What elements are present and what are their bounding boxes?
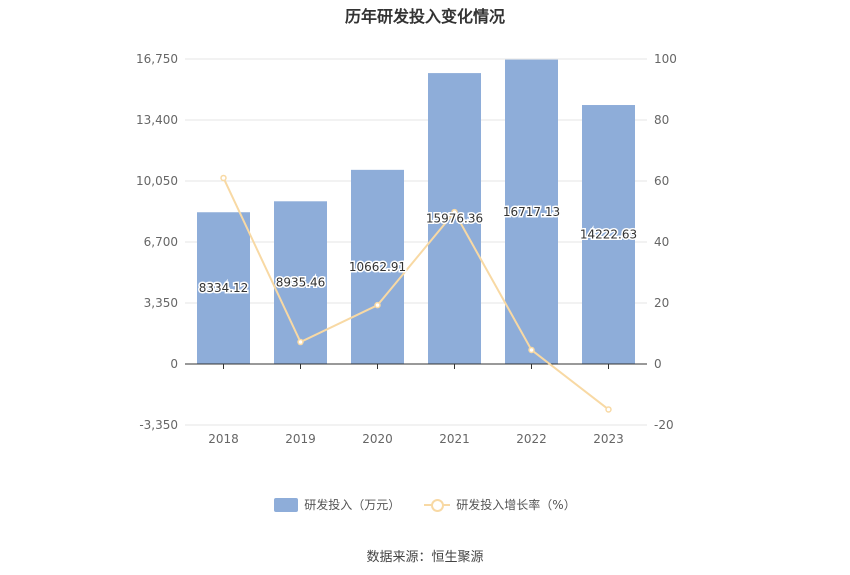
legend-bar-swatch bbox=[274, 497, 299, 512]
bar-value-label: 8334.12 bbox=[199, 281, 249, 295]
bar[interactable] bbox=[582, 105, 635, 365]
data-labels: 8334.12 8935.46 10662.91 15976.36 16717.13 14… bbox=[197, 203, 638, 296]
x-tick-label: 2020 bbox=[362, 432, 393, 446]
x-tick-label: 2023 bbox=[593, 432, 624, 446]
legend-item-line[interactable]: 研发投入增长率（%） bbox=[424, 496, 576, 513]
bar-value-label: 8935.46 bbox=[276, 276, 326, 290]
chart-title: 历年研发投入变化情况 bbox=[344, 7, 505, 26]
y-left-tick-label: 0 bbox=[170, 357, 178, 371]
y-right-tick-label: 80 bbox=[654, 113, 669, 127]
bar[interactable] bbox=[505, 59, 558, 364]
line-point[interactable] bbox=[374, 301, 381, 309]
x-tick-label: 2018 bbox=[208, 432, 239, 446]
legend-line-label: 研发投入增长率（%） bbox=[456, 498, 576, 512]
y-left-tick-label: 10,050 bbox=[136, 174, 178, 188]
y-right-tick-label: 40 bbox=[654, 235, 669, 249]
x-tick-label: 2021 bbox=[439, 432, 470, 446]
y-right-tick-label: 20 bbox=[654, 296, 669, 310]
growth-line bbox=[222, 177, 610, 411]
gridlines bbox=[185, 58, 647, 426]
y-left-tick-label: 3,350 bbox=[144, 296, 178, 310]
y-left-tick-label: 13,400 bbox=[136, 113, 178, 127]
bar[interactable] bbox=[197, 212, 250, 364]
bar-value-label: 10662.91 bbox=[349, 260, 406, 274]
y-right-tick-label: 60 bbox=[654, 174, 669, 188]
legend: 研发投入（万元） 研发投入增长率（%） bbox=[0, 496, 850, 513]
line-point[interactable] bbox=[297, 338, 304, 346]
bar-value-label: 14222.63 bbox=[580, 228, 637, 242]
line-series bbox=[220, 174, 612, 413]
bar-value-label: 16717.13 bbox=[503, 205, 560, 219]
bar[interactable] bbox=[351, 169, 404, 364]
bar[interactable] bbox=[428, 73, 481, 365]
source-note: 数据来源：恒生聚源 bbox=[366, 550, 484, 565]
line-point[interactable] bbox=[220, 174, 227, 182]
legend-bar-label: 研发投入（万元） bbox=[304, 498, 401, 512]
y-left-tick-label: 16,750 bbox=[136, 52, 178, 66]
x-tick-label: 2022 bbox=[516, 432, 547, 446]
line-point[interactable] bbox=[528, 346, 535, 354]
y-left-tick-label: 6,700 bbox=[144, 235, 178, 249]
bar-value-label: 15976.36 bbox=[426, 212, 483, 226]
y-right-tick-label: 0 bbox=[654, 357, 662, 371]
legend-item-bar[interactable]: 研发投入（万元） bbox=[274, 496, 400, 513]
bar-series bbox=[197, 59, 635, 365]
legend-line-swatch bbox=[424, 498, 451, 512]
line-point[interactable] bbox=[451, 208, 458, 216]
y-left-tick-label: -3,350 bbox=[139, 418, 178, 432]
line-point[interactable] bbox=[605, 406, 612, 413]
y-right-tick-label: 100 bbox=[654, 52, 677, 66]
x-tick-label: 2019 bbox=[285, 432, 316, 446]
axes: -3,350 0 3,350 6,700 10,050 13,400 16,750 -20 0 2… bbox=[136, 52, 677, 446]
y-right-tick-label: -20 bbox=[654, 418, 674, 432]
bar[interactable] bbox=[274, 201, 327, 364]
